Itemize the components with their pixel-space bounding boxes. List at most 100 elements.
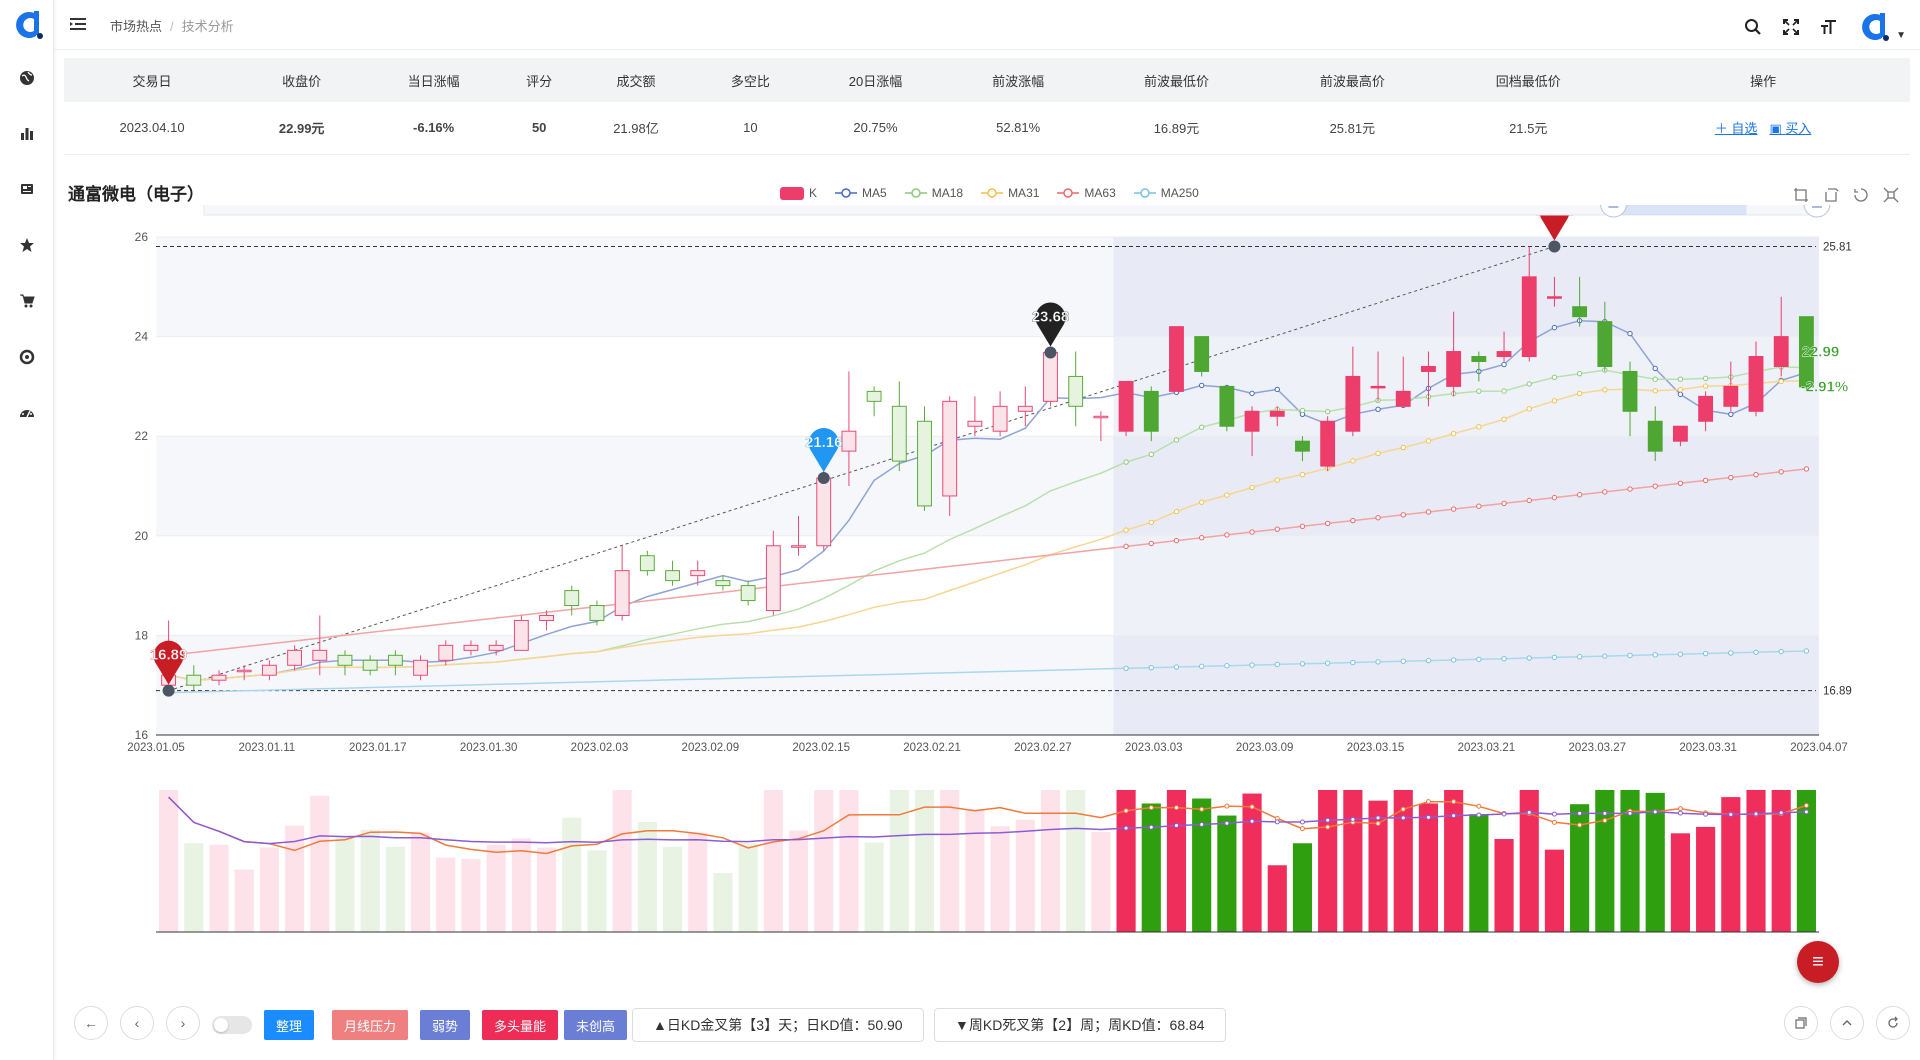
candle-body bbox=[1219, 385, 1235, 427]
tag-4[interactable]: 未创高 bbox=[564, 1010, 628, 1040]
refresh-button[interactable] bbox=[1876, 1006, 1910, 1040]
legend-item-ma18[interactable]: MA18 bbox=[904, 186, 963, 200]
font-size-icon[interactable] bbox=[1818, 16, 1840, 38]
target-icon[interactable] bbox=[16, 346, 38, 368]
cell-wave-chg: 52.81% bbox=[947, 102, 1089, 155]
table-header-8: 前波最低价 bbox=[1088, 58, 1265, 102]
fullscreen-icon[interactable] bbox=[1780, 16, 1802, 38]
summary-table: 交易日 收盘价 当日涨幅 评分 成交额 多空比 20日涨幅 前波涨幅 前波最低价 前波最高价 回档最… bbox=[64, 58, 1910, 155]
volume-ma-point bbox=[1148, 824, 1154, 830]
search-icon[interactable] bbox=[1742, 16, 1764, 38]
chevron-down-icon[interactable]: ▼ bbox=[1896, 29, 1906, 41]
volume-bar bbox=[1116, 790, 1136, 932]
arrow-left-icon: ← bbox=[84, 1015, 98, 1031]
save-image-icon[interactable] bbox=[1882, 186, 1900, 204]
candle-body bbox=[362, 659, 378, 671]
cell-wave-high: 25.81元 bbox=[1264, 102, 1441, 155]
bar-chart-icon[interactable] bbox=[16, 122, 38, 144]
next-button[interactable]: › bbox=[166, 1006, 200, 1040]
user-avatar[interactable] bbox=[1856, 10, 1890, 44]
volume-bar bbox=[839, 790, 859, 932]
dashboard-icon[interactable] bbox=[16, 402, 38, 424]
zoom-reset-icon[interactable] bbox=[1822, 186, 1840, 204]
tag-1[interactable]: 月线压力 bbox=[332, 1010, 409, 1040]
ma63-point bbox=[1602, 489, 1608, 495]
marker-pin bbox=[153, 640, 184, 685]
ma31-point bbox=[1702, 383, 1709, 389]
candle-body bbox=[841, 430, 857, 452]
ma18-point bbox=[1501, 388, 1507, 394]
copy-button[interactable] bbox=[1784, 1006, 1818, 1040]
last-price-label: 22.99 bbox=[1802, 344, 1840, 361]
candle-body bbox=[1496, 351, 1512, 358]
ma5-point bbox=[1274, 386, 1280, 393]
tag-0[interactable]: 整理 bbox=[264, 1010, 315, 1040]
volume-ma-point bbox=[1375, 815, 1381, 821]
ma63-point bbox=[1148, 540, 1154, 547]
candle-body bbox=[539, 614, 554, 621]
ma63-point bbox=[1198, 535, 1205, 541]
tag-3[interactable]: 多头量能 bbox=[482, 1010, 559, 1040]
table-header-10: 回档最低价 bbox=[1440, 58, 1617, 102]
ma5-point bbox=[1249, 390, 1255, 397]
buy-link[interactable]: ▣ 买入 bbox=[1769, 121, 1811, 136]
candle-body bbox=[1169, 326, 1184, 392]
kline-chart[interactable]: 16 18 20 22 24 26 2023.01.05 2023.01.11 2023.01.… bbox=[54, 205, 1920, 955]
table-row: 2023.04.10 22.99元 -6.16% 50 21.98亿 10 20… bbox=[64, 102, 1910, 155]
add-watchlist-link[interactable]: ＋ 自选 bbox=[1714, 121, 1758, 137]
ma250-point bbox=[1274, 661, 1280, 668]
zoom-area-icon[interactable] bbox=[1792, 186, 1810, 204]
ma250-point bbox=[1702, 650, 1709, 657]
y-tick-label: 26 bbox=[135, 230, 149, 244]
candle-body bbox=[715, 580, 731, 587]
volume-ma-point bbox=[1677, 810, 1683, 816]
legend-item-ma63[interactable]: MA63 bbox=[1057, 186, 1116, 200]
candle-body bbox=[513, 619, 529, 651]
volume-bar bbox=[184, 843, 204, 932]
candle-body bbox=[639, 555, 655, 572]
volume-ma-point bbox=[1199, 806, 1205, 812]
news-icon[interactable] bbox=[16, 178, 38, 200]
app-logo[interactable] bbox=[10, 8, 44, 42]
ma31-point bbox=[1274, 477, 1280, 483]
globe-icon[interactable] bbox=[16, 67, 38, 89]
top-bar: 市场热点 / 技术分析 ▼ bbox=[54, 0, 1920, 50]
candle-body bbox=[891, 405, 907, 462]
breadcrumb-home[interactable]: 市场热点 bbox=[110, 19, 163, 34]
volume-bar bbox=[1519, 790, 1539, 932]
ma31-point bbox=[1677, 386, 1684, 393]
selection-region bbox=[1113, 237, 1819, 735]
toggle-switch[interactable] bbox=[212, 1016, 252, 1034]
menu-fab[interactable]: ≡ bbox=[1797, 941, 1839, 983]
prev-button[interactable]: ‹ bbox=[120, 1006, 154, 1040]
legend-item-ma5[interactable]: MA5 bbox=[835, 186, 887, 200]
volume-ma-point bbox=[1148, 805, 1154, 811]
chart-legend: K MA5 MA18 MA31 MA63 MA250 bbox=[780, 186, 1199, 200]
ma31-point bbox=[1400, 444, 1406, 451]
volume-bar bbox=[1040, 790, 1061, 932]
legend-item-ma31[interactable]: MA31 bbox=[981, 186, 1039, 200]
volume-bar bbox=[1141, 803, 1161, 932]
star-icon[interactable] bbox=[16, 234, 38, 256]
volume-ma-point bbox=[1526, 809, 1532, 815]
ma5-point bbox=[1198, 382, 1205, 389]
cart-icon[interactable] bbox=[16, 290, 38, 312]
volume-ma-point bbox=[1274, 819, 1280, 825]
tag-2[interactable]: 弱势 bbox=[420, 1010, 471, 1040]
ma31-point bbox=[1123, 527, 1129, 533]
cell-close: 22.99元 bbox=[240, 102, 364, 155]
ma250-point bbox=[1425, 657, 1432, 664]
ma250-point bbox=[1148, 664, 1154, 671]
volume-ma-point bbox=[1325, 817, 1331, 823]
volume-bar bbox=[637, 821, 657, 932]
menu-toggle-icon[interactable] bbox=[68, 14, 88, 34]
volume-ma-point bbox=[1400, 815, 1406, 821]
legend-item-ma250[interactable]: MA250 bbox=[1133, 186, 1199, 200]
restore-icon[interactable] bbox=[1852, 186, 1870, 204]
legend-swatch bbox=[981, 188, 1004, 198]
scroll-top-button[interactable] bbox=[1830, 1006, 1864, 1040]
volume-bar bbox=[1721, 797, 1741, 932]
legend-item-k[interactable]: K bbox=[780, 186, 817, 200]
volume-bar bbox=[1494, 838, 1514, 932]
back-button[interactable]: ← bbox=[74, 1006, 108, 1040]
